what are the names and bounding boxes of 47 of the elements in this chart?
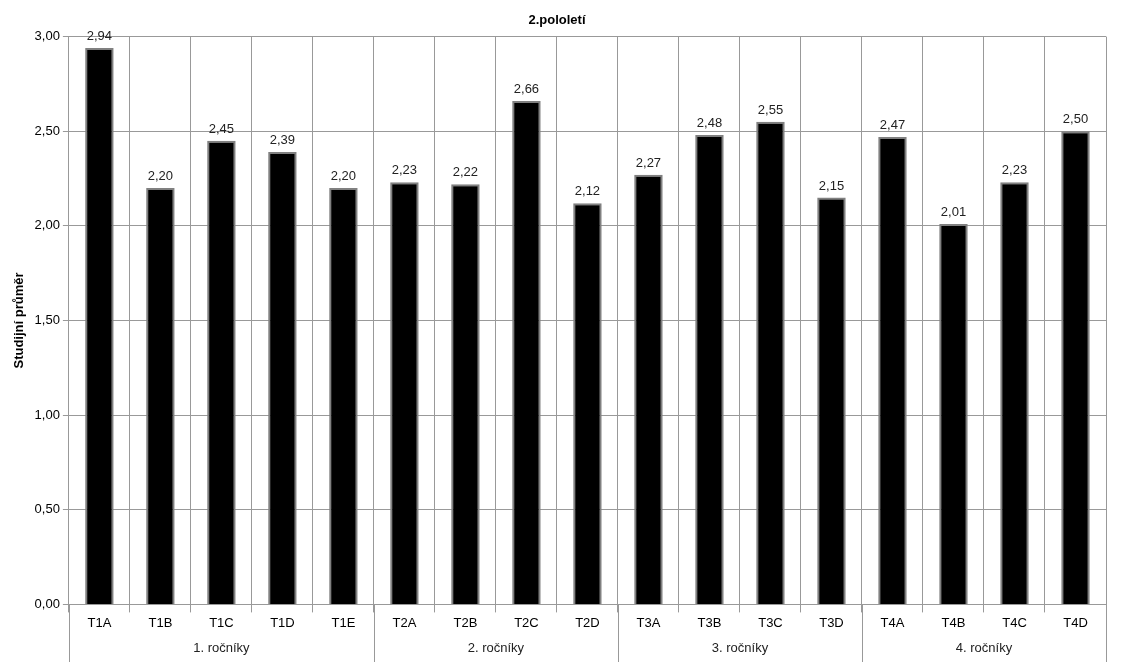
data-label: 2,45 [208,120,235,136]
text: 2. ročníky [467,639,525,655]
x-tick-label: T1D [270,614,295,630]
x-tick-label: T1C [209,614,234,630]
data-label: 2,27 [635,154,662,170]
data-label: 2,50 [1062,111,1089,127]
x-tick-label: T4C [1002,614,1027,630]
data-label: 2,47 [879,116,906,132]
x-tick-label: T4D [1063,614,1088,630]
x-tick-label: T2A [392,614,417,630]
y-tick-label: 2,00 [34,217,60,233]
data-label: 2,15 [818,177,845,193]
x-tick-label: T1E [331,614,356,630]
y-tick-label: 1,00 [34,406,60,422]
x-tick-label: T4A [880,614,905,630]
x-tick-label: T1B [148,614,173,630]
x-tick-label: T3C [758,614,783,630]
text: 3. ročníky [711,639,769,655]
data-label: 2,23 [1001,162,1028,178]
chart-title: 2.pololetí [528,12,586,28]
data-label: 2,01 [940,204,967,220]
y-tick-label: 0,50 [34,501,60,517]
data-label: 2,22 [452,164,479,180]
data-label: 2,12 [574,183,601,199]
x-tick-label: T2D [575,614,600,630]
x-tick-label: T3D [819,614,844,630]
x-tick-label: T3B [697,614,722,630]
x-tick-label: T2B [453,614,478,630]
x-tick-label: T2C [514,614,539,630]
y-tick-label: 3,00 [34,28,60,44]
x-tick-label: T1A [87,614,112,630]
x-tick-label: T3A [636,614,661,630]
y-axis-title: Studijní průměr [11,272,27,369]
data-label: 2,48 [696,115,723,131]
y-tick-label: 1,50 [34,312,60,328]
x-tick-label: T4B [941,614,966,630]
data-label: 2,20 [330,168,357,184]
data-label: 2,55 [757,101,784,117]
y-tick-label: 2,50 [34,122,60,138]
data-label: 2,94 [86,28,113,44]
data-label: 2,66 [513,81,540,97]
y-tick-label: 0,00 [34,595,60,611]
data-label: 2,23 [391,162,418,178]
text: 4. ročníky [955,639,1013,655]
data-label: 2,20 [147,168,174,184]
data-label: 2,39 [269,132,296,148]
text: 1. ročníky [193,639,251,655]
